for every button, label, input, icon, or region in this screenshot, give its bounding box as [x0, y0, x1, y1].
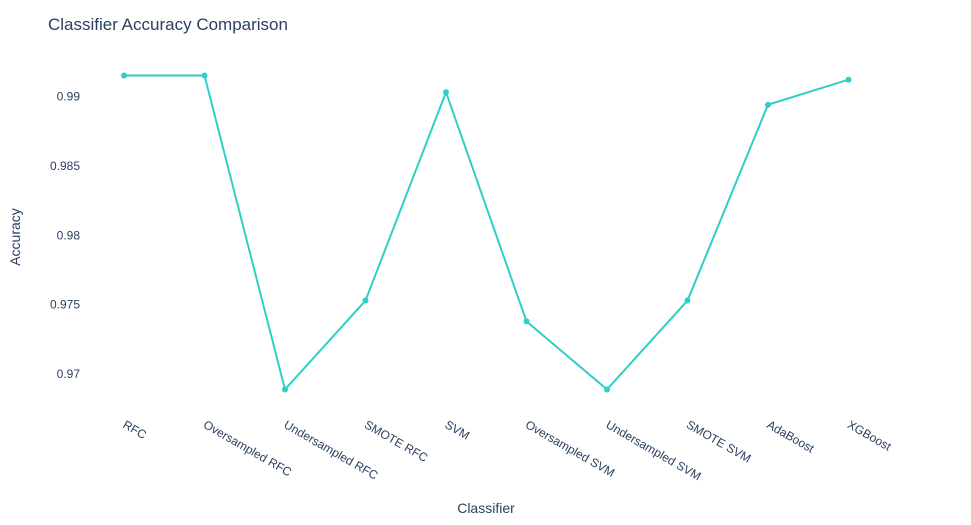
y-tick-label: 0.99: [57, 89, 81, 103]
data-point[interactable]: [282, 386, 288, 393]
x-tick-label: Oversampled RFC: [201, 417, 294, 479]
data-point[interactable]: [765, 101, 771, 108]
data-point[interactable]: [604, 386, 610, 393]
y-tick-label: 0.985: [50, 159, 80, 173]
data-point[interactable]: [201, 72, 208, 79]
data-point[interactable]: [362, 297, 369, 304]
y-tick-label: 0.97: [57, 367, 81, 381]
x-tick-label: SMOTE RFC: [362, 417, 430, 465]
x-tick-label: RFC: [121, 417, 150, 442]
series-line: [124, 74, 849, 392]
y-tick-label: 0.975: [50, 298, 80, 312]
data-point[interactable]: [523, 318, 530, 325]
y-axis-title: Accuracy: [7, 208, 23, 266]
x-tick-label: SMOTE SVM: [684, 417, 753, 465]
plot-area: [121, 72, 852, 393]
x-tick-label: SVM: [443, 417, 473, 442]
x-tick-label: Oversampled SVM: [523, 417, 617, 479]
x-tick-label: XGBoost: [845, 417, 894, 453]
x-axis-title: Classifier: [457, 500, 515, 516]
x-tick-label: AdaBoost: [765, 417, 818, 455]
data-point[interactable]: [121, 72, 127, 79]
y-axis-ticks: 0.97 0.975 0.98 0.985 0.99: [50, 89, 80, 381]
y-tick-label: 0.98: [57, 228, 81, 242]
data-point[interactable]: [845, 76, 852, 83]
data-point[interactable]: [443, 89, 449, 96]
chart-title: Classifier Accuracy Comparison: [48, 15, 288, 34]
data-point[interactable]: [684, 297, 691, 304]
